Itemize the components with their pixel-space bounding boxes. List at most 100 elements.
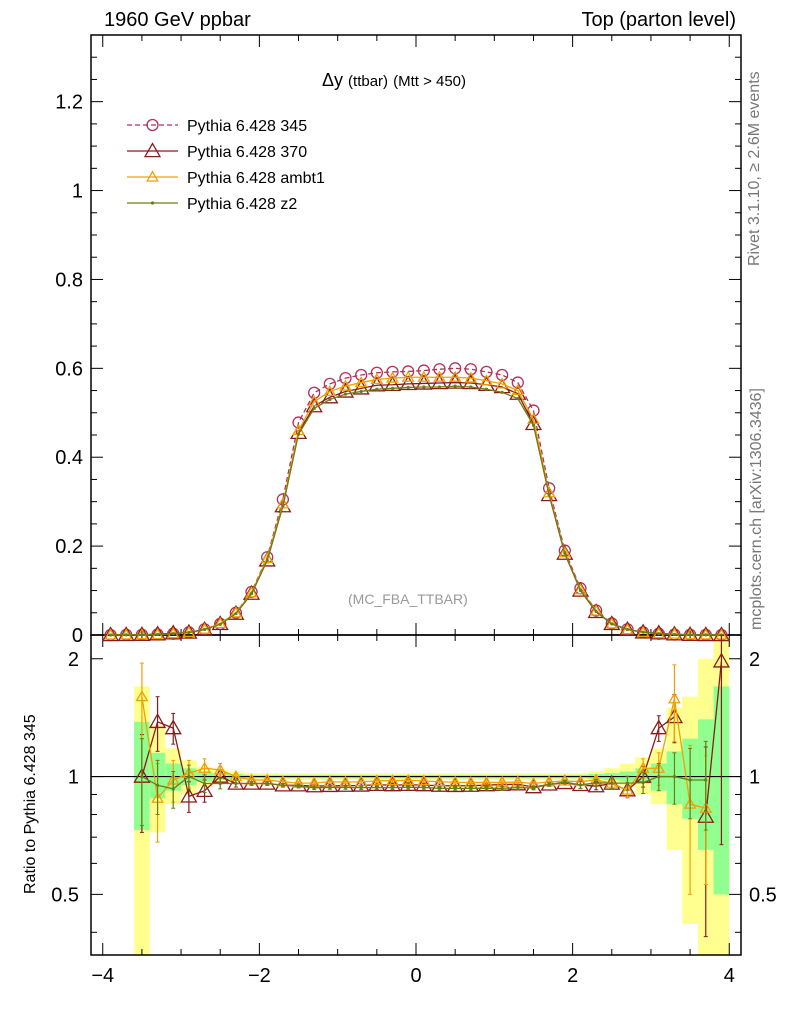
ratio-point <box>328 785 332 790</box>
ratio-point <box>312 786 316 790</box>
data-point <box>281 504 285 508</box>
data-point <box>171 631 175 636</box>
ratio-point <box>343 785 348 790</box>
data-point <box>668 627 681 639</box>
data-point <box>108 633 113 637</box>
ratio-point <box>587 777 605 793</box>
ratio-point <box>625 781 630 785</box>
legend: Pythia 6.428 345 Pythia 6.428 370 Pythia 6… <box>127 118 325 213</box>
ratio-point <box>386 774 399 786</box>
data-point <box>390 386 395 390</box>
ratio-point <box>370 774 384 786</box>
energy-label: 1960 GeV ppbar <box>104 9 251 31</box>
data-point <box>495 377 509 389</box>
data-point <box>249 592 254 596</box>
data-point <box>650 624 668 640</box>
data-point <box>480 374 493 386</box>
data-point <box>610 622 614 626</box>
ratio-point <box>368 775 386 792</box>
data-point <box>603 615 621 631</box>
data-point <box>605 617 619 629</box>
ratio-point <box>281 783 285 787</box>
ratio-point <box>516 786 520 790</box>
ratio-point <box>140 774 144 779</box>
ratio-y-tick-label: 1 <box>68 767 79 789</box>
data-point <box>665 625 684 641</box>
data-point <box>563 551 567 555</box>
data-point <box>399 375 417 391</box>
ratio-point <box>657 774 661 779</box>
main-y-tick-label: 0.2 <box>55 536 83 558</box>
data-point <box>370 372 384 385</box>
ratio-point <box>195 781 214 797</box>
plot-title-symbol: Δy <box>322 70 344 90</box>
data-point <box>625 627 630 632</box>
ratio-line <box>141 661 723 817</box>
ratio-point <box>712 652 731 668</box>
ratio-point <box>218 781 222 786</box>
x-tick-label: 4 <box>724 965 735 987</box>
data-point <box>307 395 321 407</box>
ratio-point <box>359 786 363 790</box>
data-point <box>511 376 524 389</box>
data-point <box>352 379 370 395</box>
data-point <box>202 627 207 632</box>
data-point <box>187 630 191 635</box>
ratio-point <box>433 775 446 787</box>
plot-title-paren: (ttbar) <box>348 73 389 90</box>
data-point <box>527 412 540 425</box>
data-point <box>464 371 478 383</box>
x-tick-label: 0 <box>410 965 421 987</box>
main-y-tick-label: 0.4 <box>55 447 83 469</box>
ratio-point <box>352 776 370 792</box>
data-point <box>433 370 446 382</box>
ratio-point <box>610 781 614 785</box>
ratio-bands <box>134 635 730 955</box>
ratio-y-axis-label: Ratio to Pythia 6.428 345 <box>22 714 39 894</box>
plot-title-rest: (Mtt > 450) <box>393 73 467 90</box>
ratio-point <box>135 690 149 702</box>
ratio-series-group <box>133 635 731 938</box>
data-point <box>578 588 583 593</box>
data-point <box>229 606 243 618</box>
ratio-point <box>180 787 198 803</box>
ratio-point <box>336 776 355 792</box>
x-tick-label: −4 <box>91 965 114 987</box>
series-3 <box>108 384 724 637</box>
process-label: Top (parton level) <box>581 9 736 31</box>
ratio-point <box>668 692 681 704</box>
ratio-point <box>650 719 668 735</box>
ratio-point <box>563 780 567 784</box>
data-point <box>245 586 258 598</box>
data-point <box>704 633 708 637</box>
ratio-point <box>164 719 182 735</box>
ratio-point <box>417 774 431 786</box>
data-point <box>148 625 167 641</box>
data-point <box>437 385 442 389</box>
data-point <box>321 388 339 404</box>
ratio-point <box>594 781 598 785</box>
main-y-tick-label: 1.2 <box>55 92 83 114</box>
data-point <box>234 612 238 616</box>
data-point <box>328 397 332 402</box>
data-point <box>531 423 536 427</box>
data-point <box>211 615 229 631</box>
ratio-point <box>296 784 301 788</box>
data-point <box>681 625 699 641</box>
data-point <box>383 375 402 392</box>
ratio-point <box>265 781 269 786</box>
ratio-point <box>500 786 504 790</box>
ratio-point <box>688 778 692 782</box>
ratio-point <box>672 774 677 779</box>
data-point <box>133 625 151 642</box>
data-point <box>117 626 135 642</box>
data-point <box>312 406 316 410</box>
ratio-point <box>621 783 634 795</box>
ratio-point <box>202 781 207 786</box>
legend-marker <box>146 118 159 132</box>
data-point <box>469 385 473 389</box>
ratio-point <box>531 786 536 790</box>
main-y-tick-label: 0.6 <box>55 358 83 380</box>
ratio-line <box>141 696 706 809</box>
